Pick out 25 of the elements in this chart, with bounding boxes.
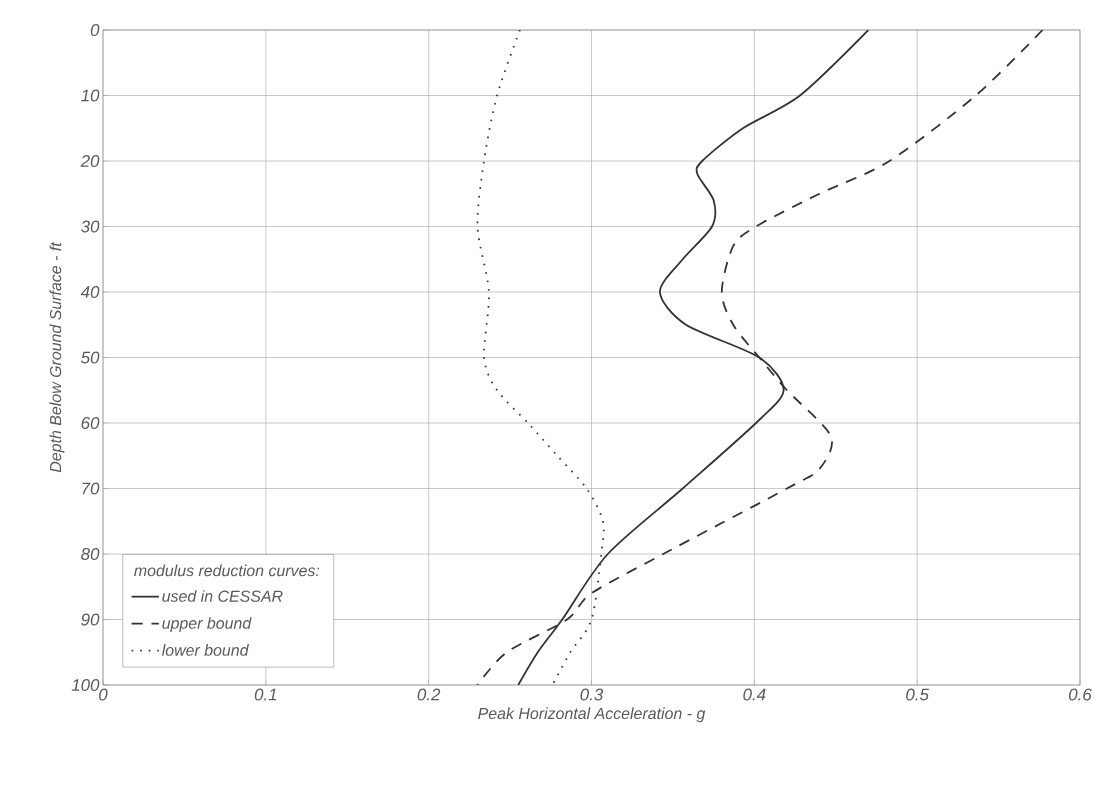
x-tick-label: 0.3 (580, 688, 604, 701)
x-tick-label: 0 (99, 688, 108, 701)
x-tick-label: 0.1 (254, 688, 277, 701)
y-tick-label: 40 (80, 286, 100, 298)
y-tick-label: 90 (81, 613, 100, 626)
x-axis-title: Peak Horizontal Acceleration - g (478, 707, 706, 723)
x-tick-label: 0.5 (906, 688, 929, 701)
y-tick-label: 50 (81, 351, 100, 364)
y-axis-title: Depth Below Ground Surface - ft (49, 241, 65, 473)
y-tick-label: 100 (71, 679, 100, 692)
legend-label: used in CESSAR (162, 590, 283, 602)
x-tick-label: 0.2 (417, 688, 441, 701)
y-tick-label: 80 (81, 548, 100, 561)
y-tick-label: 0 (90, 24, 100, 36)
y-tick-label: 70 (82, 482, 100, 495)
x-tick-label: 0.4 (743, 688, 766, 701)
y-tick-label: 10 (81, 89, 100, 102)
legend-title: modulus reduction curves: (134, 564, 320, 577)
y-tick-label: 20 (80, 155, 100, 167)
line-series (476, 30, 1044, 686)
legend-label: upper bound (162, 617, 252, 632)
legend-label: lower bound (161, 644, 249, 656)
y-tick-label: 30 (81, 220, 100, 233)
y-tick-label: 60 (81, 417, 100, 430)
x-tick-label: 0.6 (1068, 688, 1092, 701)
